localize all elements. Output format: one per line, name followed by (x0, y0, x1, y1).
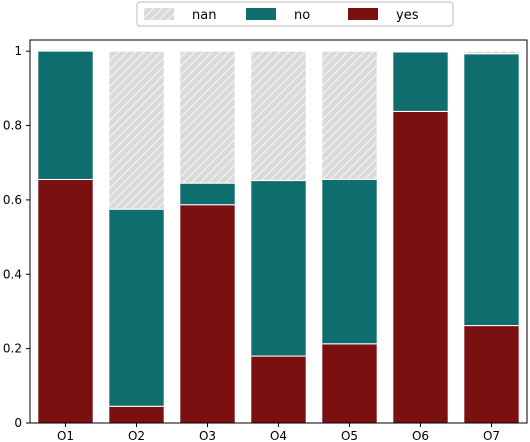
bar-segment-nan-O7 (463, 50, 520, 55)
bar-segment-no-O3 (179, 182, 236, 206)
y-tick-label: 1 (14, 44, 22, 58)
legend-label-no: no (294, 8, 310, 23)
x-tick-label: O1 (57, 429, 74, 442)
bar-segment-yes-O5 (321, 343, 378, 424)
bar-segment-yes-O6 (392, 110, 449, 424)
y-tick-label: 0 (14, 416, 22, 430)
y-tick-label: 0.6 (3, 193, 22, 207)
y-tick-label: 0.8 (3, 119, 22, 133)
bar-segment-yes-O2 (108, 405, 165, 424)
bar-segment-yes-O7 (463, 325, 520, 424)
x-tick-label: O3 (199, 429, 216, 442)
bar-segment-no-O7 (463, 53, 520, 327)
plot-area (37, 50, 520, 424)
legend-label-nan: nan (192, 8, 216, 23)
y-tick-label: 0.2 (3, 342, 22, 356)
legend: nan no yes (136, 1, 454, 27)
x-tick-label: O6 (412, 429, 429, 442)
x-tick-label: O4 (270, 429, 287, 442)
x-tick-label: O2 (128, 429, 145, 442)
bar-segment-no-O4 (250, 180, 307, 357)
bar-segment-no-O6 (392, 51, 449, 112)
bar-segment-nan-O6 (392, 50, 449, 53)
bar-segment-yes-O4 (250, 355, 307, 424)
legend-swatch-no (246, 8, 276, 20)
bar-segment-no-O2 (108, 208, 165, 407)
bar-segment-yes-O3 (179, 204, 236, 424)
x-tick-label: O5 (341, 429, 358, 442)
legend-swatch-nan (144, 8, 174, 20)
x-tick-label: O7 (483, 429, 500, 442)
axes: O1 O2 O3 O4 O5 O6 O7 0 0.2 0.4 0.6 0.8 1 (3, 39, 528, 442)
bar-segment-nan-O5 (321, 50, 378, 180)
bar-segment-nan-O4 (250, 50, 307, 182)
legend-swatch-yes (348, 8, 378, 20)
axes-frame (29, 39, 528, 424)
bar-segment-nan-O2 (108, 50, 165, 210)
legend-label-yes: yes (396, 8, 419, 23)
bar-segment-no-O1 (37, 50, 94, 180)
y-tick-label: 0.4 (3, 267, 22, 281)
bar-segment-nan-O3 (179, 50, 236, 184)
bar-segment-yes-O1 (37, 178, 94, 424)
bar-segment-no-O5 (321, 178, 378, 345)
